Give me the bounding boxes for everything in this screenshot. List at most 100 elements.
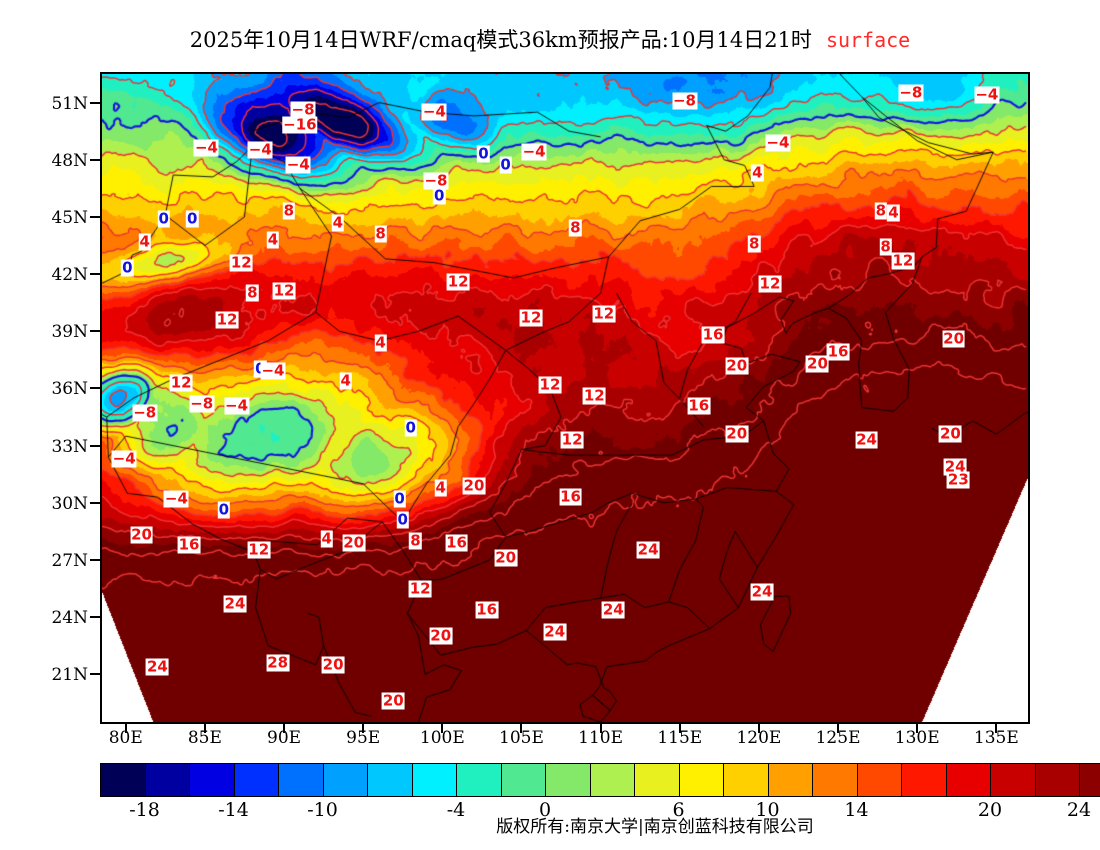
- contour-value-label: 12: [519, 308, 543, 327]
- longitude-tick-label: 135E: [973, 728, 1019, 748]
- contour-value-label: 0: [477, 144, 490, 163]
- longitude-tick-mark: [441, 724, 444, 733]
- colorbar-segment: [991, 764, 1036, 796]
- contour-value-label: −4: [260, 361, 286, 380]
- colorbar-segment: [902, 764, 947, 796]
- longitude-tick-mark: [124, 724, 127, 733]
- longitude-tick-label: 85E: [187, 728, 222, 748]
- contour-value-label: 4: [138, 232, 151, 251]
- latitude-tick-mark: [90, 101, 100, 104]
- contour-value-label: 0: [186, 209, 199, 228]
- contour-value-label: 12: [592, 304, 616, 323]
- colorbar-segment: [679, 764, 724, 796]
- contour-value-label: 24: [601, 600, 625, 619]
- contour-value-label: 4: [331, 213, 345, 232]
- longitude-tick-label: 80E: [108, 728, 143, 748]
- latitude-tick-mark: [90, 616, 100, 619]
- colorbar-tick-label: 6: [672, 799, 685, 821]
- longitude-tick-label: 105E: [499, 728, 544, 748]
- contour-value-label: 0: [157, 209, 170, 228]
- contour-value-label: 24: [636, 540, 660, 559]
- latitude-tick-label: 24N: [51, 608, 88, 629]
- title-surface-label: surface: [825, 28, 911, 52]
- contour-value-label: 24: [145, 657, 169, 676]
- longitude-tick-label: 125E: [815, 728, 861, 748]
- colorbar-segment: [590, 764, 635, 796]
- contour-value-label: 20: [321, 655, 345, 674]
- longitude-tick-label: 100E: [419, 728, 465, 748]
- contour-value-label: 16: [177, 535, 201, 554]
- contour-value-label: −8: [132, 403, 158, 422]
- latitude-tick-mark: [90, 559, 100, 561]
- contour-value-label: 12: [538, 375, 562, 394]
- colorbar-segment: [457, 764, 502, 796]
- contour-value-label: 24: [750, 582, 774, 601]
- contour-value-label: −4: [521, 142, 547, 161]
- colorbar: [100, 763, 1100, 797]
- contour-value-label: 12: [582, 386, 606, 405]
- latitude-tick-mark: [90, 501, 100, 504]
- contour-value-label: 0: [499, 155, 512, 174]
- contour-value-label: 16: [559, 487, 582, 506]
- contour-value-label: 8: [879, 237, 892, 256]
- contour-value-label: 12: [229, 253, 253, 272]
- contour-value-label: 20: [130, 525, 153, 544]
- colorbar-tick-label: -14: [218, 799, 249, 821]
- contour-value-label: 12: [446, 272, 470, 291]
- contour-value-label: 4: [434, 478, 447, 497]
- colorbar-segment: [190, 764, 235, 796]
- colorbar-tick-label: 24: [1066, 799, 1092, 821]
- contour-value-label: 20: [494, 548, 518, 567]
- latitude-tick-mark: [90, 273, 100, 276]
- contour-value-label: 20: [725, 356, 749, 375]
- contour-value-label: 16: [701, 325, 725, 344]
- longitude-tick-mark: [203, 724, 206, 733]
- contour-value-label: 4: [339, 371, 352, 390]
- longitude-tick-label: 90E: [267, 728, 302, 748]
- contour-value-label: 0: [432, 186, 446, 205]
- longitude-tick-label: 120E: [736, 728, 782, 748]
- contour-value-label: 20: [342, 533, 366, 552]
- longitude-tick-label: 95E: [346, 728, 381, 748]
- colorbar-segment: [323, 764, 368, 796]
- contour-value-label: 24: [943, 457, 967, 476]
- contour-value-label: −4: [765, 133, 791, 152]
- contour-value-label: 16: [826, 342, 850, 361]
- latitude-tick-label: 33N: [51, 436, 88, 457]
- colorbar-segment: [857, 764, 902, 796]
- contour-value-label: −4: [224, 396, 250, 415]
- contour-value-label: 4: [887, 203, 900, 222]
- contour-value-label: −4: [111, 449, 137, 468]
- colorbar-segment: [946, 764, 991, 796]
- contour-value-label: −16: [282, 115, 318, 134]
- colorbar-segment: [1035, 764, 1080, 796]
- contour-value-label: 23: [946, 470, 970, 489]
- contour-value-label: 4: [320, 529, 333, 548]
- contour-value-label: 12: [247, 540, 271, 559]
- colorbar-tick-label: -18: [129, 799, 160, 821]
- latitude-tick-label: 51N: [51, 93, 88, 114]
- contour-value-label: −4: [193, 138, 219, 157]
- page-title: 2025年10月14日WRF/cmaq模式36km预报产品:10月14日21时 s…: [0, 24, 1100, 54]
- contour-value-label: 0: [121, 258, 134, 277]
- contour-value-label: 0: [393, 489, 406, 508]
- contour-value-label: −8: [671, 91, 698, 110]
- contour-value-label: 12: [891, 251, 915, 270]
- longitude-tick-mark: [362, 724, 365, 733]
- contour-value-label: 12: [408, 579, 432, 598]
- longitude-tick-label: 115E: [657, 728, 703, 748]
- latitude-tick-mark: [90, 158, 100, 161]
- longitude-tick-label: 110E: [578, 728, 624, 748]
- contour-value-label: 8: [747, 234, 761, 253]
- contour-value-label: 8: [282, 201, 295, 220]
- contour-value-label: 4: [266, 230, 280, 249]
- contour-value-label: 20: [942, 329, 966, 348]
- longitude-tick-mark: [520, 724, 523, 733]
- colorbar-segment: [279, 764, 324, 796]
- longitude-tick-mark: [837, 724, 840, 733]
- latitude-tick-mark: [90, 387, 100, 390]
- contour-value-label: 24: [223, 594, 247, 613]
- temperature-field-canvas: [102, 74, 1028, 722]
- contour-value-label: 16: [687, 396, 711, 415]
- contour-value-label: −4: [421, 102, 447, 121]
